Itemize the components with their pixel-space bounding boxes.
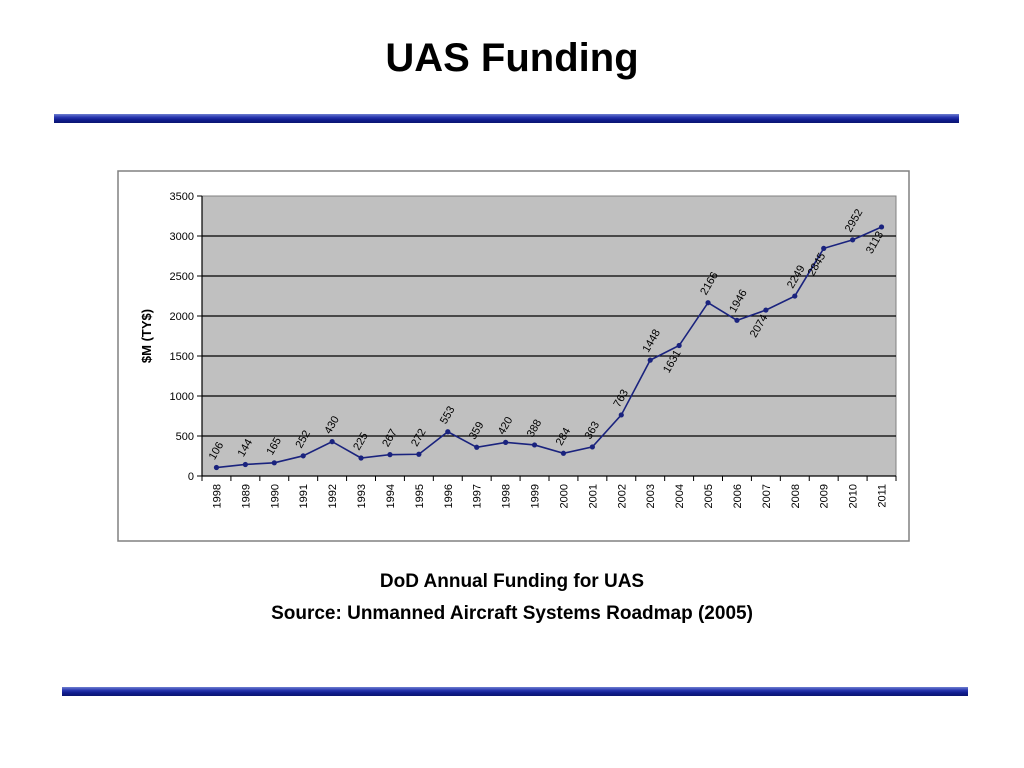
data-point (647, 357, 653, 363)
data-point (531, 442, 538, 448)
series-line (216, 226, 882, 469)
data-point (618, 412, 624, 418)
x-tick-label: 2011 (877, 484, 889, 508)
data-point (705, 300, 711, 306)
y-tick-label: 500 (176, 431, 194, 443)
data-point (445, 429, 451, 435)
x-tick-label: 2000 (558, 484, 570, 508)
x-tick-label: 1998 (501, 484, 513, 508)
x-tick-label: 1998 (211, 484, 223, 508)
data-point (763, 307, 769, 313)
x-tick-label: 2007 (761, 484, 773, 508)
x-tick-label: 2009 (819, 484, 831, 508)
x-tick-label: 2006 (732, 484, 744, 508)
x-tick-label: 2010 (848, 484, 860, 508)
data-point (358, 455, 364, 461)
slide-title: UAS Funding (385, 36, 639, 80)
data-point (474, 444, 480, 450)
top-divider (54, 114, 959, 123)
chart-source: Source: Unmanned Aircraft Systems Roadma… (271, 603, 753, 624)
data-point (213, 464, 220, 471)
x-tick-label: 1999 (530, 484, 542, 508)
data-point (589, 444, 595, 450)
y-tick-label: 3500 (170, 191, 194, 203)
x-tick-label: 2002 (616, 484, 628, 508)
data-point (878, 224, 885, 230)
data-point (242, 461, 248, 468)
x-tick-label: 1993 (356, 484, 368, 508)
x-tick-label: 1995 (414, 484, 426, 508)
x-tick-label: 1997 (472, 484, 484, 508)
data-point (329, 439, 335, 445)
bottom-divider (62, 687, 968, 696)
x-tick-label: 2005 (703, 484, 715, 508)
data-point (300, 453, 306, 459)
data-point (387, 452, 393, 458)
data-point (734, 317, 740, 323)
data-point (676, 342, 682, 349)
y-tick-label: 0 (188, 471, 194, 483)
data-point (792, 293, 798, 299)
x-tick-label: 1989 (240, 484, 252, 508)
x-tick-label: 1996 (443, 484, 455, 508)
y-tick-label: 2000 (170, 311, 194, 323)
y-axis-label: $M (TY$) (139, 309, 154, 363)
y-tick-label: 3000 (170, 231, 194, 243)
data-point (850, 237, 856, 243)
x-tick-label: 1992 (327, 484, 339, 508)
x-tick-label: 2008 (790, 484, 802, 508)
plot-area (201, 195, 897, 477)
data-point (271, 460, 277, 466)
x-tick-label: 1990 (269, 484, 281, 508)
x-tick-label: 1994 (385, 484, 397, 508)
chart-caption: DoD Annual Funding for UAS (379, 571, 645, 592)
data-point (503, 439, 509, 445)
y-tick-label: 1500 (170, 351, 194, 363)
x-tick-label: 2003 (645, 484, 657, 508)
x-tick-label: 1991 (298, 484, 310, 508)
x-tick-label: 2004 (674, 484, 686, 508)
y-tick-label: 1000 (170, 391, 194, 403)
data-point (560, 450, 567, 456)
x-tick-label: 2001 (587, 484, 599, 508)
data-point (416, 451, 422, 457)
data-point (821, 245, 827, 251)
y-tick-label: 2500 (170, 271, 194, 283)
